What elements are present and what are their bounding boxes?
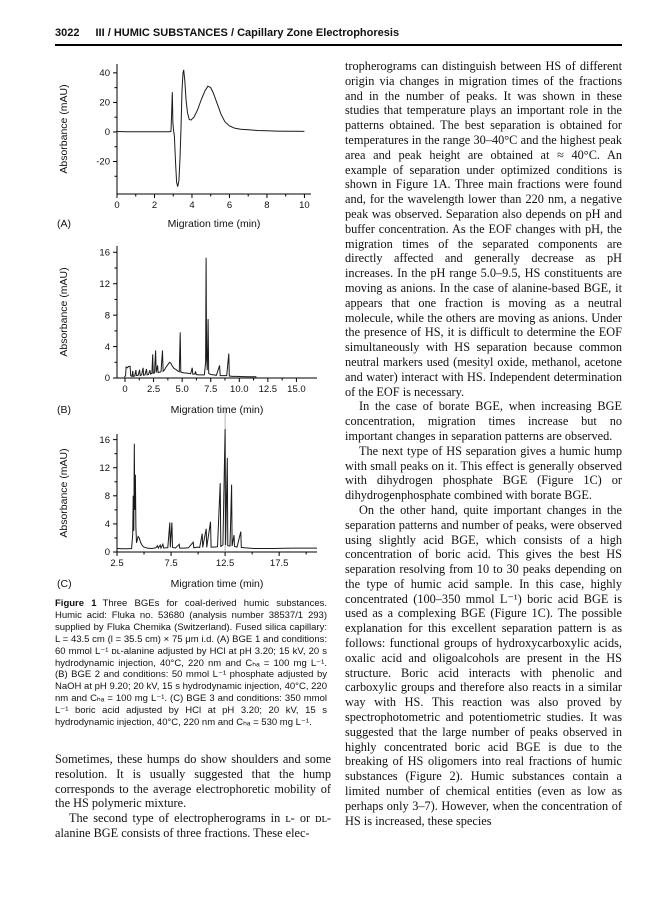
figure-caption-label: Figure 1 xyxy=(55,598,97,609)
header-rule xyxy=(55,44,622,46)
page-header: 3022 III / HUMIC SUBSTANCES / Capillary Z… xyxy=(55,27,622,39)
electropherogram-trace xyxy=(117,69,305,187)
body-paragraph: On the other hand, quite important chang… xyxy=(345,502,622,828)
y-tick-label: 16 xyxy=(99,247,110,258)
column-right-text: tropherograms can distinguish between HS… xyxy=(345,59,622,828)
y-axis-label: Absorbance (mAU) xyxy=(58,267,70,356)
x-tick-label: 2.5 xyxy=(147,384,160,395)
x-tick-label: 0 xyxy=(114,200,119,211)
figure-caption-text: Three BGEs for coal-derived humic substa… xyxy=(55,598,328,729)
electropherogram-trace xyxy=(124,257,257,378)
page-number: 3022 xyxy=(55,27,80,39)
y-tick-label: 40 xyxy=(99,68,110,79)
body-paragraph: The next type of HS separation gives a h… xyxy=(345,443,622,503)
y-tick-label: 12 xyxy=(99,463,110,474)
x-tick-label: 5.0 xyxy=(176,384,189,395)
figure-1b-electropherogram: 0 4 8 12 16 0 2.5 5.0 7.5 10.0 12.5 15.0 Migration t… xyxy=(55,238,325,425)
x-tick-label: 10 xyxy=(299,200,310,211)
y-tick-label: 0 xyxy=(105,373,110,384)
y-tick-label: 20 xyxy=(99,98,110,109)
y-axis-label: Absorbance (mAU) xyxy=(58,84,70,173)
x-axis-label: Migration time (min) xyxy=(171,404,264,416)
x-axis-label: Migration time (min) xyxy=(168,218,261,230)
panel-label: (B) xyxy=(57,404,71,416)
figure-1a-electropherogram: -20 0 20 40 0 2 4 6 8 10 Migration time (min) Absor… xyxy=(55,56,325,239)
y-tick-label: 16 xyxy=(99,435,110,446)
x-tick-label: 2.5 xyxy=(110,558,123,569)
x-tick-label: 7.5 xyxy=(164,558,177,569)
y-tick-label: 4 xyxy=(105,519,110,530)
y-tick-label: 0 xyxy=(105,127,110,138)
x-axis-label: Migration time (min) xyxy=(171,578,264,590)
chart-b-svg: 0 4 8 12 16 0 2.5 5.0 7.5 10.0 12.5 15.0 Migration t… xyxy=(57,246,317,416)
x-tick-label: 17.5 xyxy=(270,558,289,569)
body-paragraph: Sometimes, these humps do show shoulders… xyxy=(55,752,331,811)
panel-label: (C) xyxy=(57,578,72,590)
chart-c-svg: 0 4 8 12 16 2.5 7.5 12.5 17.5 Migration time (min… xyxy=(57,408,317,590)
figure-1c-electropherogram: 0 4 8 12 16 2.5 7.5 12.5 17.5 Migration time (min… xyxy=(55,408,325,599)
body-paragraph: tropherograms can distinguish between HS… xyxy=(345,59,622,399)
column-left-text: Sometimes, these humps do show shoulders… xyxy=(55,752,331,841)
y-tick-label: 4 xyxy=(105,342,110,353)
x-tick-label: 12.5 xyxy=(216,558,235,569)
panel-label: (A) xyxy=(57,218,71,230)
x-tick-label: 8 xyxy=(264,200,269,211)
y-tick-label: 12 xyxy=(99,279,110,290)
body-paragraph: The second type of electropherograms in … xyxy=(55,811,331,840)
chart-a-svg: -20 0 20 40 0 2 4 6 8 10 Migration time (min) Absor… xyxy=(57,64,311,230)
x-tick-label: 12.5 xyxy=(259,384,278,395)
figure-caption: Figure 1 Three BGEs for coal-derived humi… xyxy=(55,598,327,729)
x-tick-label: 15.0 xyxy=(287,384,306,395)
y-tick-label: 8 xyxy=(105,310,110,321)
x-tick-label: 0 xyxy=(122,384,127,395)
y-tick-label: -20 xyxy=(96,157,110,168)
x-tick-label: 4 xyxy=(189,200,194,211)
x-tick-label: 10.0 xyxy=(230,384,249,395)
running-title: III / HUMIC SUBSTANCES / Capillary Zone … xyxy=(95,27,400,39)
y-axis-label: Absorbance (mAU) xyxy=(58,448,70,537)
x-tick-label: 2 xyxy=(152,200,157,211)
y-tick-label: 0 xyxy=(105,547,110,558)
x-tick-label: 7.5 xyxy=(204,384,217,395)
y-tick-label: 8 xyxy=(105,491,110,502)
x-tick-label: 6 xyxy=(227,200,232,211)
electropherogram-trace xyxy=(117,429,317,550)
body-paragraph: In the case of borate BGE, when increasi… xyxy=(345,399,622,443)
